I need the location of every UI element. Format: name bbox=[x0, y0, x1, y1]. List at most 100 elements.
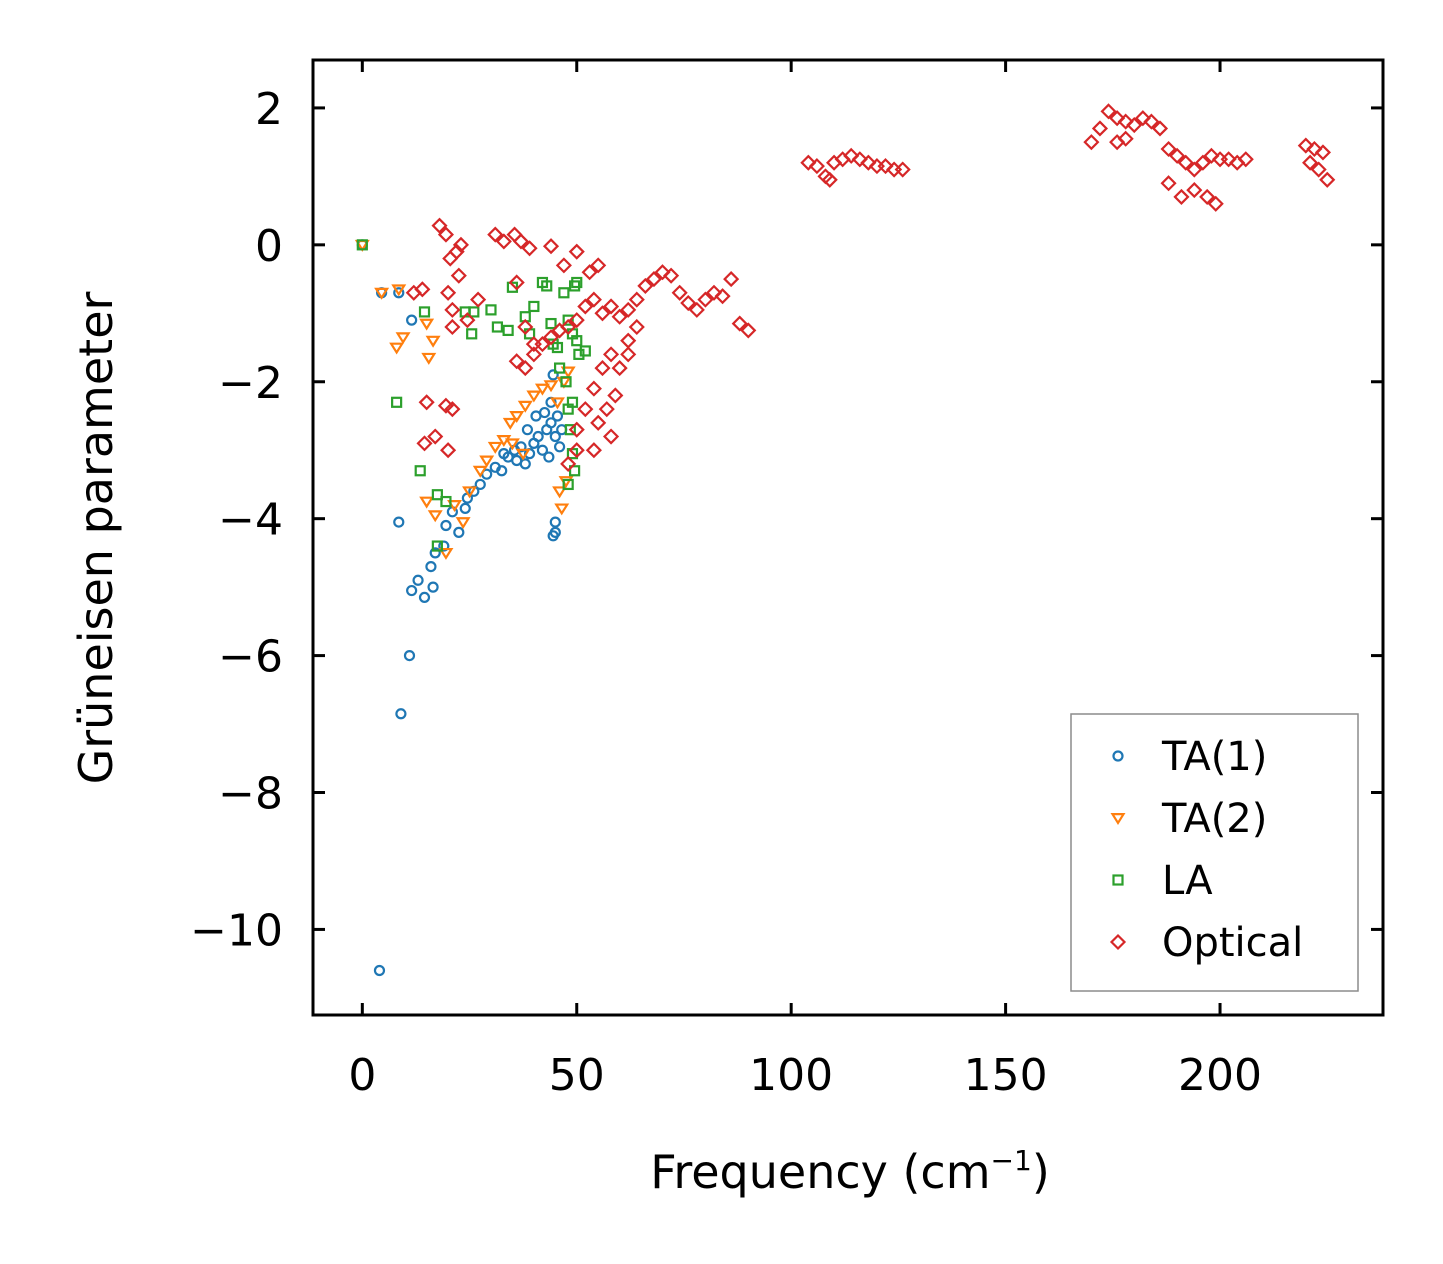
data-point bbox=[498, 448, 510, 460]
data-point bbox=[403, 649, 416, 662]
data-point bbox=[470, 291, 487, 308]
data-point bbox=[603, 298, 620, 315]
data-point bbox=[1100, 103, 1117, 120]
data-point bbox=[1091, 120, 1109, 137]
data-point bbox=[549, 397, 565, 410]
x-tick-label: 150 bbox=[964, 1050, 1048, 1101]
data-point bbox=[568, 243, 585, 260]
data-point bbox=[603, 428, 620, 445]
data-markers bbox=[354, 103, 1336, 977]
y-tick-label: −10 bbox=[190, 905, 283, 956]
data-point bbox=[502, 324, 514, 337]
data-point bbox=[425, 560, 437, 573]
data-point bbox=[487, 441, 503, 454]
data-point bbox=[444, 301, 461, 318]
data-point bbox=[564, 424, 576, 436]
data-point bbox=[577, 401, 594, 418]
data-point bbox=[611, 308, 628, 325]
data-point bbox=[515, 441, 527, 453]
data-point bbox=[808, 158, 825, 175]
data-point bbox=[545, 317, 557, 330]
data-point bbox=[418, 591, 431, 604]
legend-label: TA(1) bbox=[1161, 734, 1267, 780]
data-point bbox=[517, 318, 534, 336]
data-point bbox=[1117, 113, 1134, 130]
data-point bbox=[594, 305, 611, 322]
y-tick-label: −8 bbox=[218, 769, 283, 820]
data-point bbox=[1310, 161, 1327, 178]
series-ta-2 bbox=[354, 239, 576, 560]
data-point bbox=[663, 267, 680, 284]
data-point bbox=[517, 360, 534, 377]
data-point bbox=[723, 271, 740, 288]
data-point bbox=[395, 332, 411, 345]
x-tick-label: 50 bbox=[549, 1050, 605, 1101]
data-point bbox=[628, 318, 645, 336]
data-point bbox=[547, 530, 559, 542]
data-point bbox=[542, 329, 560, 346]
data-point bbox=[1306, 140, 1323, 158]
data-point bbox=[560, 455, 577, 472]
data-point bbox=[538, 406, 551, 419]
data-point bbox=[502, 417, 518, 430]
data-point bbox=[851, 151, 868, 168]
data-point bbox=[562, 314, 574, 326]
data-point bbox=[1207, 195, 1224, 212]
axis-ticks: 0 50 100 150 200 2 0 −2 −4 −6 −8 −10 bbox=[190, 60, 1383, 1101]
y-tick-label: −4 bbox=[218, 495, 283, 546]
data-point bbox=[455, 517, 471, 530]
data-point bbox=[1314, 144, 1332, 161]
data-point bbox=[495, 233, 512, 250]
data-point bbox=[534, 383, 550, 396]
data-point bbox=[515, 448, 531, 461]
data-point bbox=[645, 271, 662, 288]
data-point bbox=[374, 287, 390, 300]
data-point bbox=[466, 328, 478, 340]
data-point bbox=[508, 353, 525, 370]
data-point bbox=[437, 226, 455, 243]
data-point bbox=[705, 284, 723, 301]
data-point bbox=[1083, 134, 1100, 151]
data-point bbox=[577, 298, 594, 315]
data-point bbox=[1186, 182, 1203, 199]
data-point bbox=[412, 574, 424, 586]
data-point bbox=[569, 465, 581, 477]
data-point bbox=[526, 390, 542, 403]
data-point bbox=[479, 455, 495, 468]
data-point bbox=[1160, 140, 1177, 158]
data-point bbox=[393, 516, 405, 528]
data-point bbox=[1160, 175, 1177, 192]
data-point bbox=[414, 281, 431, 298]
data-point bbox=[543, 451, 555, 463]
data-point bbox=[1143, 113, 1160, 130]
data-point bbox=[431, 489, 443, 501]
data-point bbox=[511, 454, 523, 467]
data-point bbox=[419, 318, 435, 331]
legend-label: Optical bbox=[1162, 920, 1303, 966]
data-point bbox=[542, 238, 560, 255]
data-point bbox=[393, 287, 405, 299]
y-tick-label: 2 bbox=[255, 84, 283, 135]
series-optical bbox=[405, 103, 1336, 472]
data-point bbox=[440, 519, 452, 532]
data-point bbox=[487, 226, 504, 243]
data-point bbox=[517, 400, 533, 413]
data-point bbox=[468, 306, 480, 318]
data-point bbox=[431, 217, 448, 234]
data-point bbox=[1177, 154, 1194, 171]
x-tick-label: 200 bbox=[1178, 1050, 1262, 1101]
data-point bbox=[581, 264, 598, 281]
data-point bbox=[1169, 147, 1186, 164]
data-point bbox=[447, 500, 463, 513]
data-point bbox=[1319, 171, 1336, 188]
data-point bbox=[521, 424, 534, 436]
data-point bbox=[450, 267, 467, 284]
data-point bbox=[1117, 130, 1134, 147]
data-point bbox=[740, 322, 757, 339]
data-point bbox=[1220, 151, 1237, 168]
data-point bbox=[568, 312, 585, 329]
data-point bbox=[594, 360, 611, 377]
data-point bbox=[620, 301, 637, 318]
data-point bbox=[568, 442, 585, 459]
data-point bbox=[508, 274, 525, 291]
